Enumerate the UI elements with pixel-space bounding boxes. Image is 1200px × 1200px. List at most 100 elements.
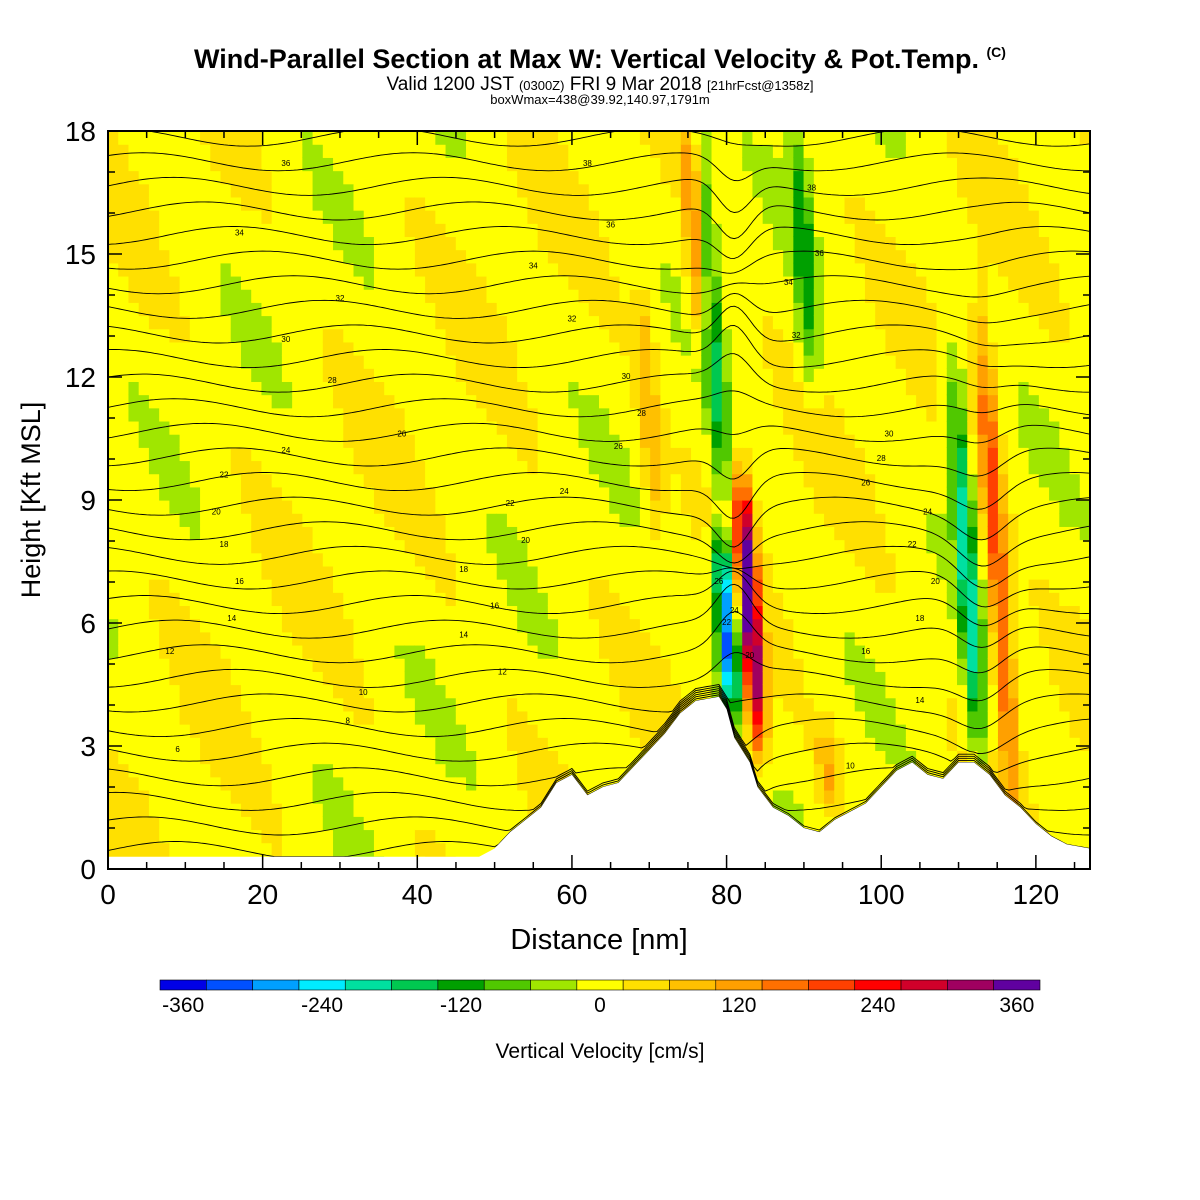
- velocity-cell: [957, 131, 968, 145]
- velocity-cell: [762, 631, 774, 646]
- velocity-cell: [537, 763, 549, 778]
- velocity-cell: [650, 262, 661, 277]
- velocity-cell: [977, 473, 989, 488]
- velocity-cell: [312, 737, 324, 751]
- velocity-cell: [609, 262, 621, 277]
- velocity-cell: [721, 381, 733, 396]
- velocity-cell: [200, 539, 211, 554]
- velocity-cell: [946, 618, 958, 633]
- velocity-cell: [230, 724, 242, 738]
- velocity-cell: [517, 631, 528, 646]
- velocity-cell: [864, 500, 876, 514]
- velocity-cell: [967, 183, 979, 198]
- velocity-cell: [609, 328, 621, 343]
- velocity-cell: [363, 289, 375, 303]
- velocity-cell: [466, 539, 477, 554]
- velocity-cell: [455, 381, 467, 396]
- velocity-cell: [189, 315, 201, 330]
- velocity-cell: [578, 565, 590, 580]
- velocity-cell: [148, 763, 160, 778]
- velocity-cell: [783, 724, 794, 738]
- velocity-cell: [240, 236, 252, 251]
- velocity-cell: [997, 420, 1009, 435]
- velocity-cell: [271, 697, 283, 712]
- velocity-cell: [875, 750, 887, 765]
- velocity-cell: [895, 196, 907, 211]
- velocity-cell: [588, 671, 600, 686]
- velocity-cell: [588, 341, 600, 356]
- velocity-cell: [394, 763, 406, 778]
- velocity-cell: [312, 631, 324, 646]
- velocity-cell: [547, 605, 559, 620]
- velocity-cell: [875, 618, 887, 633]
- velocity-cell: [701, 592, 713, 607]
- velocity-cell: [527, 605, 539, 620]
- velocity-cell: [200, 605, 211, 620]
- velocity-cell: [824, 644, 835, 659]
- velocity-cell: [752, 658, 764, 672]
- velocity-cell: [558, 196, 569, 211]
- velocity-cell: [363, 355, 375, 369]
- velocity-cell: [783, 737, 794, 751]
- velocity-cell: [864, 552, 876, 567]
- velocity-cell: [619, 381, 631, 396]
- velocity-cell: [189, 170, 201, 185]
- velocity-cell: [967, 157, 979, 172]
- velocity-cell: [210, 170, 222, 185]
- velocity-cell: [271, 750, 283, 765]
- velocity-cell: [292, 579, 303, 593]
- velocity-cell: [813, 170, 825, 185]
- velocity-cell: [916, 407, 927, 422]
- velocity-cell: [619, 394, 631, 409]
- velocity-cell: [875, 513, 887, 527]
- velocity-cell: [762, 302, 774, 317]
- velocity-cell: [558, 710, 569, 725]
- velocity-cell: [333, 381, 344, 396]
- velocity-cell: [691, 157, 702, 172]
- velocity-cell: [783, 223, 794, 238]
- velocity-cell: [742, 262, 754, 277]
- velocity-cell: [517, 368, 528, 382]
- velocity-cell: [292, 460, 303, 475]
- velocity-cell: [967, 394, 979, 409]
- velocity-cell: [486, 750, 498, 765]
- velocity-cell: [230, 486, 242, 501]
- velocity-cell: [639, 513, 651, 527]
- velocity-cell: [834, 407, 846, 422]
- velocity-cell: [967, 447, 979, 462]
- velocity-cell: [384, 183, 396, 198]
- velocity-cell: [322, 829, 334, 844]
- velocity-cell: [578, 394, 590, 409]
- velocity-cell: [486, 434, 498, 448]
- velocity-cell: [803, 658, 815, 672]
- velocity-cell: [721, 249, 733, 264]
- velocity-cell: [435, 355, 447, 369]
- velocity-cell: [517, 302, 528, 317]
- velocity-cell: [742, 223, 754, 238]
- velocity-cell: [731, 302, 743, 317]
- velocity-cell: [455, 592, 467, 607]
- velocity-cell: [455, 262, 467, 277]
- velocity-cell: [179, 434, 191, 448]
- velocity-cell: [558, 565, 569, 580]
- velocity-cell: [885, 447, 897, 462]
- velocity-cell: [1008, 196, 1019, 211]
- velocity-cell: [742, 697, 754, 712]
- velocity-cell: [343, 355, 355, 369]
- velocity-cell: [854, 710, 866, 725]
- velocity-cell: [118, 473, 130, 488]
- velocity-cell: [997, 302, 1009, 317]
- velocity-cell: [373, 789, 385, 804]
- velocity-cell: [425, 315, 436, 330]
- velocity-cell: [353, 341, 365, 356]
- velocity-cell: [506, 710, 518, 725]
- velocity-cell: [384, 460, 396, 475]
- velocity-cell: [200, 697, 211, 712]
- velocity-cell: [793, 223, 805, 238]
- velocity-cell: [752, 315, 764, 330]
- velocity-cell: [762, 644, 774, 659]
- velocity-cell: [834, 275, 846, 290]
- velocity-cell: [885, 500, 897, 514]
- velocity-cell: [997, 447, 1009, 462]
- velocity-cell: [271, 500, 283, 514]
